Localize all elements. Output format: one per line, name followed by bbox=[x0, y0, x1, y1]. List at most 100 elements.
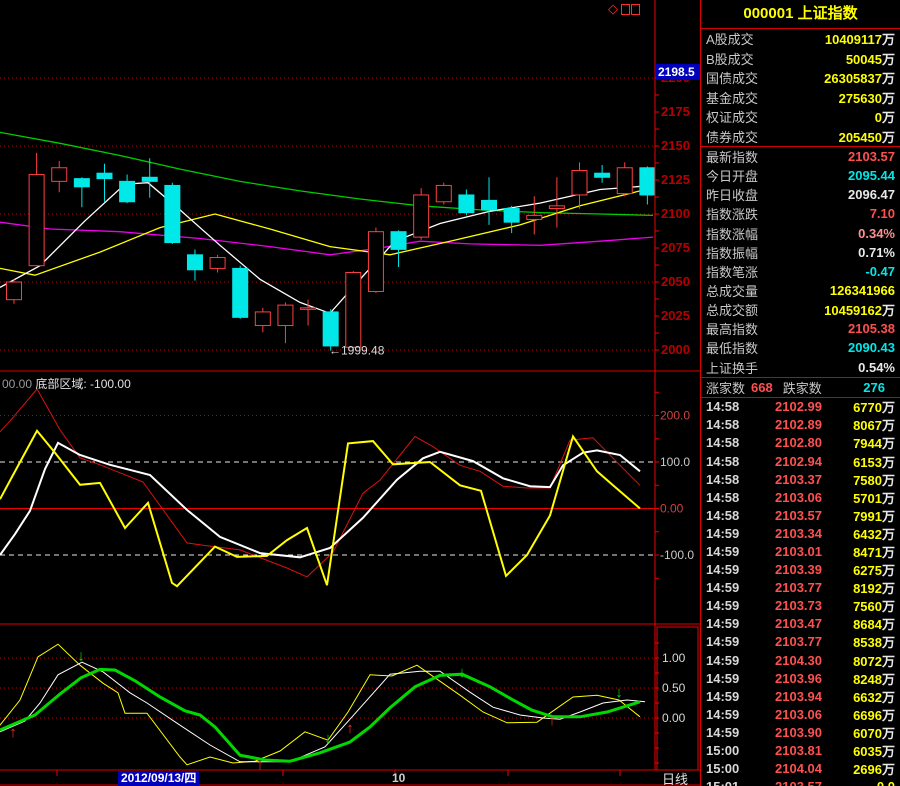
tick-row: 14:59 2103.77 8192万 bbox=[706, 580, 895, 597]
candle-body bbox=[164, 184, 181, 244]
sig-white bbox=[0, 661, 646, 763]
tick-row: 15:00 2103.81 6035万 bbox=[706, 743, 895, 760]
tick-row: 14:59 2104.30 8072万 bbox=[706, 652, 895, 669]
candle-body bbox=[254, 311, 271, 327]
volume-row: 国债成交 26305837万 bbox=[706, 71, 895, 87]
candle-body bbox=[73, 178, 90, 188]
price-axis-label: 2100 bbox=[661, 206, 690, 221]
osc-white bbox=[0, 441, 641, 559]
breadth-row: 涨家数 668 跌家数 276 bbox=[701, 378, 900, 398]
price-axis-label: 2025 bbox=[661, 308, 690, 323]
tick-row: 14:58 2103.37 7580万 bbox=[706, 471, 895, 488]
ma-green bbox=[0, 131, 654, 217]
candle-body bbox=[277, 304, 294, 327]
candle-body bbox=[526, 214, 543, 220]
price-axis-label: 2175 bbox=[661, 104, 690, 119]
candle-body bbox=[300, 307, 317, 310]
candle-body bbox=[119, 180, 136, 203]
ma-white bbox=[0, 182, 654, 315]
symbol-name: 上证指数 bbox=[797, 5, 858, 22]
osc-axis-label: 100.0 bbox=[660, 455, 690, 469]
tick-row: 15:012103.570.0 bbox=[701, 778, 900, 786]
quote-row: 最高指数 2105.38 bbox=[706, 321, 895, 338]
chart-svg[interactable]: ←1999.48↑↓↑↓↑↓↑↓220021752150212521002075… bbox=[0, 0, 700, 786]
volume-row: B股成交 50045万 bbox=[706, 51, 895, 67]
bottom-axis-box bbox=[656, 626, 699, 771]
restore-window-icon[interactable] bbox=[620, 1, 640, 16]
volume-row: 权证成交 0万 bbox=[706, 110, 895, 126]
tick-list[interactable]: 14:58 2102.99 6770万 14:58 2102.89 8067万 14:58 2… bbox=[701, 398, 900, 786]
tick-row: 15:00 2104.04 2696万 bbox=[706, 761, 895, 778]
osc-red bbox=[0, 388, 641, 578]
tick-row: 14:59 2103.73 7560万 bbox=[706, 598, 895, 615]
tick-row: 14:59 2103.90 6070万 bbox=[706, 724, 895, 741]
window-controls[interactable]: ◇ bbox=[608, 1, 640, 17]
date-label: 2012/09/13/四 bbox=[118, 771, 200, 786]
bottom-axis-label: 1.00 bbox=[662, 651, 686, 665]
sig-yellow bbox=[0, 643, 641, 766]
tick-row: 14:58 2103.06 5701万 bbox=[706, 489, 895, 506]
quote-row: 总成交额 10459162万 bbox=[706, 303, 895, 319]
candle-body bbox=[594, 172, 611, 178]
low-annotation: ←1999.48 bbox=[329, 344, 385, 358]
candle-body bbox=[232, 267, 249, 318]
candle-body bbox=[390, 231, 407, 250]
decliners-count: 276 bbox=[863, 379, 885, 395]
quote-row: 昨日收盘 2096.47 bbox=[706, 187, 895, 204]
minimize-diamond-icon[interactable]: ◇ bbox=[608, 1, 620, 16]
price-axis-label: 2125 bbox=[661, 172, 690, 187]
sell-arrow-icon: ↓ bbox=[458, 664, 466, 681]
decliners-label: 跌家数 bbox=[782, 380, 822, 396]
buy-arrow-icon: ↑ bbox=[9, 724, 17, 741]
osc-axis-label: -100.0 bbox=[660, 548, 694, 562]
candle-body bbox=[616, 167, 633, 195]
quote-row: 最低指数 2090.43 bbox=[706, 340, 895, 357]
buy-arrow-icon: ↑ bbox=[346, 720, 354, 737]
volume-row: A股成交 10409117万 bbox=[706, 32, 895, 48]
volume-row: 债券成交 205450万 bbox=[706, 129, 895, 145]
sell-arrow-icon: ↓ bbox=[324, 730, 332, 747]
chart-area[interactable]: ←1999.48↑↓↑↓↑↓↑↓220021752150212521002075… bbox=[0, 0, 701, 786]
symbol-code: 000001 bbox=[743, 5, 794, 22]
tick-row: 14:58 2102.89 8067万 bbox=[706, 417, 895, 434]
candle-body bbox=[51, 167, 68, 182]
candle-body bbox=[503, 208, 520, 223]
indicator-label: 00.00 底部区域: -100.00 bbox=[2, 375, 131, 392]
tick-row: 14:59 2103.94 6632万 bbox=[706, 688, 895, 705]
quote-row: 指数振幅 0.71% bbox=[706, 244, 895, 261]
sig-green bbox=[0, 667, 641, 763]
tick-row: 14:59 2103.77 8538万 bbox=[706, 634, 895, 651]
quote-row: 总成交量 126341966 bbox=[706, 283, 895, 300]
period-label[interactable]: 日线 bbox=[662, 772, 689, 786]
candle-body bbox=[141, 176, 158, 182]
buy-arrow-icon: ↑ bbox=[256, 756, 264, 773]
candle-body bbox=[186, 254, 203, 271]
advancers-count: 668 bbox=[751, 379, 773, 395]
candle-body bbox=[639, 167, 656, 196]
bottom-axis-label: 0.00 bbox=[662, 711, 686, 725]
quote-row: 最新指数 2103.57 bbox=[706, 149, 895, 166]
sell-arrow-icon: ↓ bbox=[615, 684, 623, 701]
volume-row: 基金成交 275630万 bbox=[706, 90, 895, 106]
candle-body bbox=[96, 172, 113, 180]
indicator-label-prefix: 00.00 bbox=[2, 377, 33, 391]
tick-row: 14:59 2103.06 6696万 bbox=[706, 706, 895, 723]
candle-body bbox=[367, 231, 384, 293]
quote-row: 今日开盘 2095.44 bbox=[706, 168, 895, 185]
candle-body bbox=[345, 271, 362, 348]
tick-row: 14:58 2103.57 7991万 bbox=[706, 507, 895, 524]
ma-yellow bbox=[0, 188, 654, 276]
candle-body bbox=[322, 311, 339, 347]
symbol-title: 000001 上证指数 bbox=[701, 0, 900, 29]
candle-body bbox=[571, 169, 588, 196]
tick-row: 14:59 2103.34 6432万 bbox=[706, 525, 895, 542]
sell-arrow-icon: ↓ bbox=[77, 647, 85, 664]
candle-body bbox=[6, 281, 22, 301]
candle-body bbox=[548, 205, 565, 210]
osc-yellow bbox=[0, 429, 641, 588]
indicator-label-main: 底部区域: -100.00 bbox=[35, 377, 131, 391]
tick-row: 14:59 2103.47 8684万 bbox=[706, 616, 895, 633]
tick-row: 14:59 2103.39 6275万 bbox=[706, 562, 895, 579]
cursor-price-tag: 2198.5 bbox=[656, 64, 701, 80]
